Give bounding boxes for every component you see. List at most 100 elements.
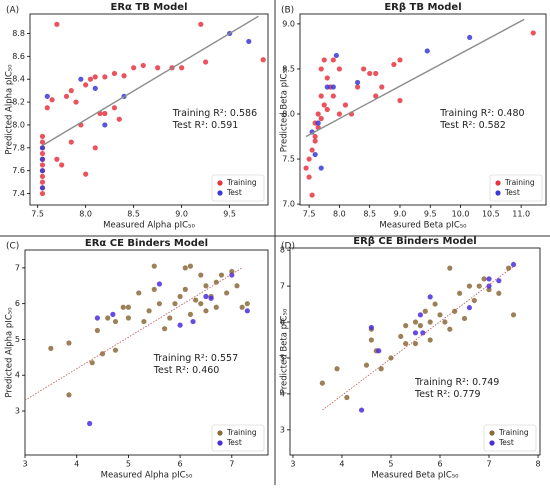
point: [203, 308, 209, 314]
legend-box: [483, 424, 537, 452]
point: [306, 174, 312, 180]
point: [412, 319, 419, 325]
point: [99, 351, 106, 357]
legend-label: Test: [498, 438, 514, 447]
legend-label: Training: [226, 428, 257, 437]
point: [330, 57, 336, 63]
point: [89, 360, 95, 366]
point: [68, 88, 74, 94]
point: [87, 76, 94, 82]
legend-label: Training: [498, 428, 529, 437]
y-tick-label: 8: [280, 246, 285, 255]
point: [39, 190, 46, 197]
point: [213, 304, 219, 310]
fit-line: [305, 18, 525, 138]
point: [121, 73, 127, 79]
point: [344, 394, 350, 401]
legend-label: Test: [504, 188, 520, 197]
point: [420, 330, 426, 336]
x-tick-label: 8: [535, 460, 540, 469]
point: [73, 99, 79, 105]
point: [39, 150, 46, 157]
panel-label: (C): [6, 242, 19, 252]
y-axis-label: Predicted Beta pIC₅₀: [280, 66, 290, 152]
point: [44, 93, 50, 99]
point: [111, 70, 118, 77]
point: [412, 330, 419, 336]
y-tick-label: 7: [15, 263, 20, 272]
point: [39, 185, 46, 191]
point: [476, 283, 482, 289]
annotation: Training R²: 0.749: [414, 377, 499, 388]
point: [373, 70, 379, 77]
point: [447, 265, 453, 271]
x-tick-label: 10.0: [452, 210, 470, 219]
point: [309, 192, 315, 198]
point: [306, 156, 312, 162]
point: [102, 110, 108, 117]
x-tick-label: 5: [126, 460, 131, 469]
point: [177, 293, 183, 300]
point: [496, 290, 502, 296]
y-tick-label: 7.8: [12, 143, 25, 152]
annotation: Test R²: 0.591: [172, 120, 239, 131]
y-tick-label: 6: [280, 318, 285, 327]
y-tick-label: 5: [280, 353, 285, 362]
plot-frame: [24, 249, 269, 456]
point: [481, 276, 487, 282]
point: [333, 52, 339, 59]
point: [105, 315, 111, 321]
y-tick-label: 7.0: [282, 200, 295, 209]
plot-frame: [299, 13, 547, 206]
x-tick-label: 7.5: [31, 210, 44, 219]
point: [376, 348, 382, 354]
point: [417, 323, 423, 329]
point: [244, 301, 250, 307]
point: [354, 79, 361, 86]
point: [321, 102, 327, 108]
point: [229, 268, 235, 275]
point: [388, 355, 394, 361]
point: [442, 319, 448, 325]
x-tick-label: 5: [388, 460, 393, 469]
point: [239, 304, 245, 310]
annotation: Training R²: 0.557: [153, 353, 238, 364]
x-tick-label: 8.5: [363, 210, 376, 219]
point: [379, 84, 385, 90]
point: [48, 345, 54, 351]
point: [141, 318, 147, 325]
point: [83, 82, 89, 88]
point: [324, 106, 330, 113]
point: [102, 74, 108, 80]
legend-box: [211, 424, 265, 452]
point: [39, 145, 46, 151]
legend-marker: [489, 430, 495, 436]
point: [466, 283, 473, 289]
point: [151, 286, 157, 292]
point: [83, 171, 89, 177]
point: [39, 173, 46, 180]
point: [398, 333, 404, 340]
point: [198, 21, 204, 27]
chart-title: ERβ CE Binders Model: [353, 236, 477, 247]
point: [260, 57, 266, 63]
x-tick-label: 6: [178, 460, 183, 469]
legend-marker: [217, 180, 223, 186]
point: [116, 116, 122, 122]
x-axis-label: Measured Beta pIC₅₀: [379, 221, 467, 231]
point: [471, 297, 477, 304]
point: [496, 278, 502, 284]
point: [198, 301, 204, 307]
point: [324, 75, 330, 81]
point: [54, 156, 60, 162]
plot-area: [39, 15, 266, 197]
plot-area: [303, 18, 536, 198]
y-tick-label: 8.0: [282, 110, 295, 119]
point: [530, 30, 536, 36]
panel-label: (B): [281, 6, 294, 16]
point: [319, 380, 325, 386]
x-tick-label: 9.5: [424, 210, 437, 219]
point: [182, 286, 188, 292]
point: [208, 295, 214, 301]
point: [378, 366, 384, 372]
